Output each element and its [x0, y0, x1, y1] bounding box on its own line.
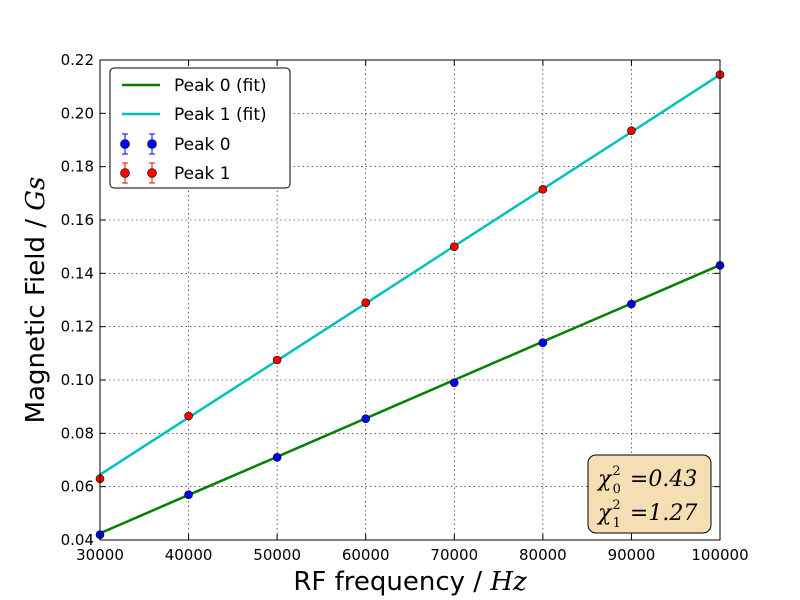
- line-peak-0-fit: [99, 263, 721, 535]
- point-peak-0: [627, 299, 636, 309]
- y-tick-label: 0.12: [61, 318, 94, 336]
- plot-frame: [99, 59, 721, 541]
- annotation-box: [587, 454, 712, 534]
- legend-swatch-peak0: [120, 133, 157, 155]
- chi-subscript-1: 1: [613, 516, 621, 531]
- legend-swatch-peak1: [120, 162, 157, 184]
- x-tick-labels: 30000 40000 50000 60000 70000 80000 90000 10000…: [76, 546, 748, 564]
- point-peak-1: [538, 185, 548, 194]
- y-tick-label: 0.10: [61, 371, 94, 389]
- x-tick-label: 60000: [342, 546, 390, 564]
- point-peak-0: [449, 378, 459, 387]
- y-tick-labels: 0.04 0.06 0.08 0.10 0.12 0.14 0.16 0.18 0.20 0.22: [61, 51, 94, 549]
- chi-superscript-0: 2: [612, 464, 620, 479]
- y-axis-label: Magnetic Field / Gs: [21, 177, 51, 424]
- x-tick-label: 40000: [165, 546, 213, 564]
- y-tick-label: 0.08: [61, 424, 94, 442]
- x-tick-label: 100000: [691, 546, 748, 564]
- chi-value-1: =1.27: [623, 501, 697, 526]
- legend-marker: [147, 168, 157, 178]
- y-tick-label: 0.20: [61, 104, 94, 122]
- line-peak-1-fit: [99, 73, 721, 476]
- legend-marker: [120, 139, 130, 149]
- legend-label-peak1: Peak 1: [174, 164, 231, 184]
- legend-label-peak0-fit: Peak 0 (fit): [174, 76, 267, 96]
- legend-marker: [120, 168, 130, 178]
- y-axis-unit: Gs: [21, 177, 51, 211]
- chi-symbol-0: χ: [596, 467, 613, 492]
- x-tick-label: 50000: [253, 546, 301, 564]
- point-peak-1: [449, 242, 459, 251]
- y-tick-label: 0.18: [61, 158, 94, 176]
- chi-superscript-1: 2: [612, 498, 620, 513]
- chi-symbol-1: χ: [596, 501, 613, 526]
- chi-subscript-0: 0: [613, 482, 621, 497]
- x-tick-label: 30000: [76, 546, 124, 564]
- legend-label-peak1-fit: Peak 1 (fit): [174, 105, 267, 125]
- chi-value-0: =0.43: [623, 467, 697, 492]
- annotation-line-1: χ2 1 =1.27: [596, 498, 697, 531]
- y-axis-label-text: Magnetic Field: [21, 236, 51, 423]
- legend: Peak 0 (fit) Peak 1 (fit) Peak 0 Peak 1: [109, 67, 291, 189]
- x-tick-label: 70000: [430, 546, 478, 564]
- y-axis-label-separator: /: [21, 211, 51, 236]
- legend-label-peak0: Peak 0: [174, 135, 231, 155]
- point-peak-1: [627, 126, 636, 135]
- x-axis-label-text: RF frequency: [293, 567, 465, 597]
- chi-square-annotation: χ2 0 =0.43 χ2 1 =1.27: [587, 454, 712, 534]
- y-tick-label: 0.22: [61, 51, 94, 69]
- point-peak-0: [272, 453, 282, 462]
- y-tick-label: 0.14: [61, 264, 94, 282]
- x-axis-label: RF frequency / Hz: [293, 567, 527, 597]
- point-peak-0: [538, 338, 548, 347]
- point-peak-1: [184, 411, 193, 421]
- legend-box: [109, 67, 291, 189]
- legend-marker: [147, 139, 157, 149]
- point-peak-1: [272, 355, 282, 365]
- x-tick-label: 80000: [519, 546, 567, 564]
- x-axis-label-separator: /: [465, 567, 490, 597]
- x-tick-label: 90000: [608, 546, 656, 564]
- point-peak-1: [361, 298, 371, 307]
- x-axis-unit: Hz: [489, 567, 527, 597]
- y-tick-label: 0.16: [61, 211, 94, 229]
- y-tick-label: 0.04: [61, 531, 94, 549]
- point-peak-0: [184, 490, 193, 499]
- point-peak-0: [361, 414, 371, 423]
- y-tick-label: 0.06: [61, 478, 94, 496]
- annotation-line-0: χ2 0 =0.43: [596, 464, 697, 497]
